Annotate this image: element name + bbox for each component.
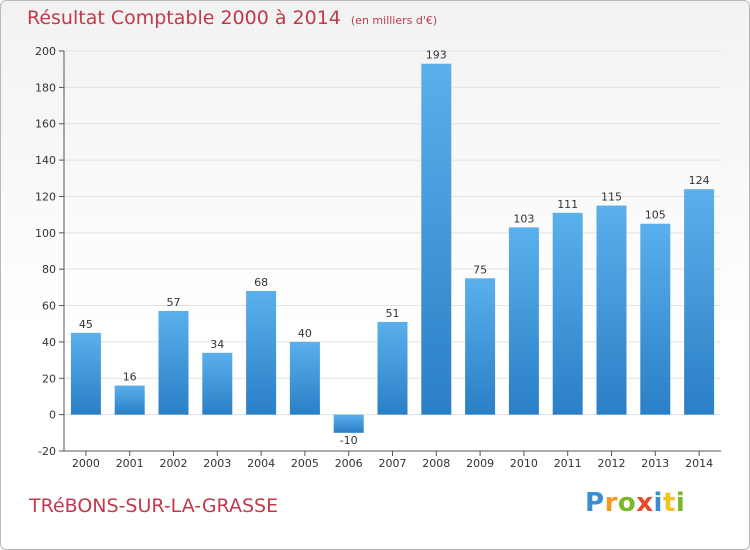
data-label: 68 [254, 276, 268, 289]
data-label: 40 [298, 327, 312, 340]
y-tick-label: 100 [35, 227, 56, 240]
logo-letter: o [617, 488, 637, 518]
x-tick-label: 2001 [116, 457, 144, 470]
x-tick-label: 2002 [160, 457, 188, 470]
axes: -20 0 20 40 60 80 100 120 140 160 180 200 2000 2001 20… [35, 45, 721, 470]
bar [158, 311, 189, 415]
x-tick-label: 2007 [379, 457, 407, 470]
bar [202, 352, 233, 415]
chart-title-text: Résultat Comptable 2000 à 2014 [27, 7, 341, 29]
logo-letter: r [604, 488, 618, 518]
data-label: 103 [513, 212, 534, 225]
y-tick-label: 40 [42, 336, 56, 349]
data-label: 75 [473, 263, 487, 276]
logo-letter: P [585, 488, 605, 518]
bar [333, 414, 364, 433]
y-tick-label: 80 [42, 263, 56, 276]
bar [289, 341, 320, 415]
proxiti-logo[interactable]: Proxiti [585, 488, 685, 518]
bar [596, 205, 627, 415]
bar [684, 189, 715, 415]
y-tick-label: 120 [35, 190, 56, 203]
x-tick-label: 2013 [641, 457, 669, 470]
data-label: 105 [645, 209, 666, 222]
logo-letter: i [653, 488, 663, 518]
bar [246, 291, 277, 415]
data-label: 111 [557, 198, 578, 211]
data-labels: 45 16 57 34 68 40 -10 51 193 75 103 111 115 105 124 [79, 49, 710, 447]
data-label: 124 [689, 174, 710, 187]
x-tick-label: 2009 [466, 457, 494, 470]
data-label: 57 [167, 296, 181, 309]
x-tick-label: 2003 [203, 457, 231, 470]
x-tick-label: 2000 [72, 457, 100, 470]
x-tick-label: 2011 [554, 457, 582, 470]
x-tick-label: 2004 [247, 457, 275, 470]
chart-title: Résultat Comptable 2000 à 2014 (en millie… [27, 7, 437, 29]
bar [465, 278, 496, 415]
y-tick-label: -20 [38, 445, 56, 458]
x-tick-label: 2014 [685, 457, 713, 470]
x-tick-label: 2006 [335, 457, 363, 470]
bars [70, 63, 715, 433]
x-tick-label: 2010 [510, 457, 538, 470]
bar [421, 63, 452, 415]
logo-letter: x [636, 488, 654, 518]
y-tick-label: 140 [35, 154, 56, 167]
x-tick-label: 2008 [422, 457, 450, 470]
bar [508, 227, 539, 415]
bar [114, 385, 145, 415]
data-label: -10 [340, 434, 358, 447]
bar [640, 223, 671, 415]
y-tick-label: 160 [35, 118, 56, 131]
data-label: 34 [210, 338, 224, 351]
bar [552, 212, 583, 415]
logo-letter: i [675, 488, 686, 518]
x-tick-label: 2005 [291, 457, 319, 470]
y-tick-label: 200 [35, 45, 56, 58]
data-label: 45 [79, 318, 93, 331]
y-tick-label: 0 [49, 409, 56, 422]
x-tick-label: 2012 [598, 457, 626, 470]
y-tick-label: 60 [42, 300, 56, 313]
y-tick-label: 180 [35, 81, 56, 94]
bar [377, 321, 408, 415]
logo-letter: t [662, 488, 676, 518]
chart-subtitle: (en milliers d'€) [350, 14, 438, 27]
commune-name: TRéBONS-SUR-LA-GRASSE [29, 495, 279, 517]
data-label: 16 [123, 371, 137, 384]
data-label: 193 [426, 49, 447, 62]
bar [70, 332, 101, 415]
data-label: 51 [386, 307, 400, 320]
y-tick-label: 20 [42, 372, 56, 385]
data-label: 115 [601, 191, 622, 204]
